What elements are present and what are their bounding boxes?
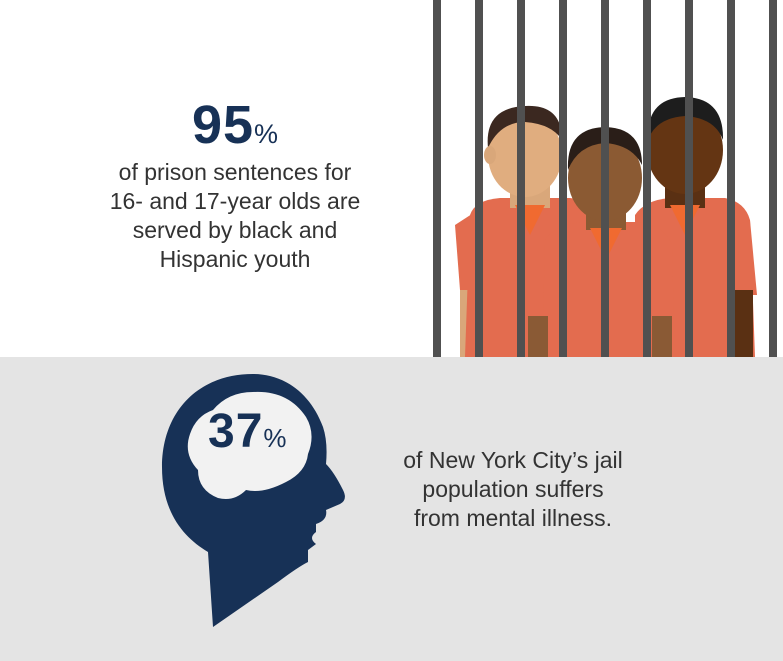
mental-desc-line: of New York City’s jail — [403, 447, 623, 473]
mental-stat-number: 37 — [208, 405, 264, 458]
bottom-panel — [0, 357, 783, 661]
mental-desc-line: population suffers — [422, 476, 604, 502]
mental-stat-description: of New York City’s jail population suffe… — [378, 446, 648, 533]
mental-desc-line: from mental illness. — [413, 505, 613, 531]
prison-stat-figure: 95% — [60, 98, 410, 152]
prison-stat-number: 95 — [191, 95, 255, 155]
prison-stat: 95% of prison sentences for 16- and 17-y… — [60, 98, 410, 274]
head-brain-icon — [162, 374, 345, 627]
prison-stat-unit: % — [254, 119, 279, 149]
prison-desc-line: 16- and 17-year olds are — [109, 188, 361, 214]
prison-desc-line: of prison sentences for — [118, 159, 352, 185]
prison-stat-description: of prison sentences for 16- and 17-year … — [60, 158, 410, 274]
prison-desc-line: Hispanic youth — [159, 246, 311, 272]
mental-stat-figure: 37% — [208, 408, 287, 456]
jail-bars — [433, 0, 777, 357]
mental-stat-unit: % — [263, 423, 287, 453]
prison-desc-line: served by black and — [132, 217, 338, 243]
prisoners-behind-bars-illustration — [433, 0, 777, 357]
